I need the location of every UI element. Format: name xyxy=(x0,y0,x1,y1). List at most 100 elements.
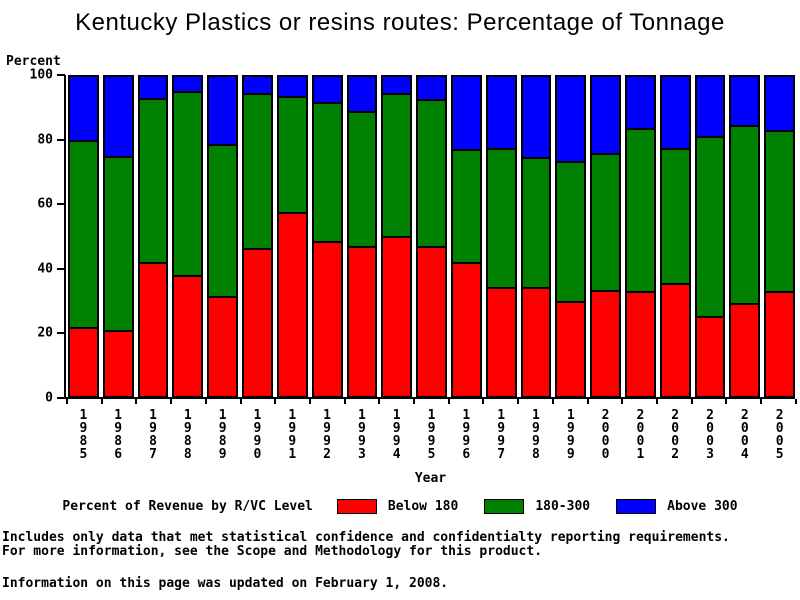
bar-1986-segment-below-180 xyxy=(102,330,134,398)
bar-1986 xyxy=(102,75,134,398)
bar-1985-segment-above-300 xyxy=(68,75,99,140)
bar-1995 xyxy=(416,75,447,398)
legend-title: Percent of Revenue by R/VC Level xyxy=(62,499,313,514)
bar-1996 xyxy=(450,75,482,398)
x-tick-mark xyxy=(655,399,658,404)
bar-2002 xyxy=(659,75,691,398)
legend-label-below-180: Below 180 xyxy=(387,499,459,514)
bar-2001-segment-below-180 xyxy=(625,291,656,398)
x-tick-mark xyxy=(794,399,797,404)
bar-1992-segment-below-180 xyxy=(311,241,343,398)
bar-2004 xyxy=(729,75,761,398)
bar-1992 xyxy=(311,75,343,398)
y-tick-label-20: 20 xyxy=(37,325,53,341)
chart-title: Kentucky Plastics or resins routes: Perc… xyxy=(75,9,725,36)
legend-swatch-above-300 xyxy=(616,499,657,514)
x-tick-mark xyxy=(343,399,346,404)
bar-1989-segment-above-300 xyxy=(207,75,239,145)
y-tick-mark-100 xyxy=(57,74,65,76)
bar-2003 xyxy=(694,75,726,398)
bar-1995-segment-180-300 xyxy=(416,99,447,247)
y-tick-mark-60 xyxy=(57,203,65,206)
bar-1986-segment-180-300 xyxy=(102,155,134,331)
x-tick-label-1987: 1 9 8 7 xyxy=(149,408,157,462)
y-tick-label-80: 80 xyxy=(37,132,53,148)
x-tick-mark xyxy=(378,399,381,404)
bar-1995-segment-above-300 xyxy=(416,75,447,100)
footnote-confidentiality: Includes only data that met statistical … xyxy=(2,530,730,545)
bar-1990-segment-above-300 xyxy=(242,75,273,93)
x-tick-label-1997: 1 9 9 7 xyxy=(497,408,506,462)
plot-area xyxy=(68,75,796,398)
bar-1996-segment-above-300 xyxy=(450,75,482,150)
bar-2003-segment-180-300 xyxy=(694,136,726,316)
bar-1988-segment-below-180 xyxy=(172,275,204,398)
bar-1994-segment-below-180 xyxy=(381,236,413,398)
bar-1995-segment-below-180 xyxy=(416,246,447,398)
bar-2005 xyxy=(764,75,796,398)
x-tick-label-2003: 2 0 0 3 xyxy=(706,408,714,462)
x-tick-mark xyxy=(690,399,693,404)
footnote-updated-date: Information on this page was updated on … xyxy=(2,576,449,591)
x-axis-ticks xyxy=(66,399,797,404)
x-tick-mark xyxy=(170,399,173,404)
x-tick-mark xyxy=(66,399,68,404)
y-tick-mark-80 xyxy=(57,138,65,141)
bar-1987 xyxy=(137,75,169,398)
legend-label-above-300: Above 300 xyxy=(667,499,738,514)
legend-item-below-180: Below 180 xyxy=(336,499,459,514)
y-tick-mark-40 xyxy=(57,267,65,270)
x-tick-mark xyxy=(447,399,450,404)
bar-1990-segment-below-180 xyxy=(242,247,273,398)
bar-2004-segment-above-300 xyxy=(729,75,761,126)
bar-1998-segment-180-300 xyxy=(520,157,552,287)
bar-1999 xyxy=(555,75,587,398)
x-tick-label-1998: 1 9 9 8 xyxy=(532,408,540,462)
bar-1991-segment-180-300 xyxy=(276,95,308,213)
x-tick-label-1985: 1 9 8 5 xyxy=(79,408,88,462)
bar-1993-segment-above-300 xyxy=(346,75,378,111)
x-tick-label-1989: 1 9 8 9 xyxy=(218,408,227,462)
bar-1996-segment-180-300 xyxy=(450,149,482,263)
bar-1987-segment-180-300 xyxy=(137,97,169,263)
x-tick-mark xyxy=(204,399,207,404)
bar-1999-segment-below-180 xyxy=(555,301,587,398)
bar-1987-segment-above-300 xyxy=(137,75,169,98)
bar-1999-segment-180-300 xyxy=(555,160,587,302)
x-tick-label-2005: 2 0 0 5 xyxy=(775,408,784,462)
y-tick-mark-20 xyxy=(57,332,65,335)
bar-1996-segment-below-180 xyxy=(450,262,482,398)
x-tick-label-1991: 1 9 9 1 xyxy=(288,408,297,462)
footnote-methodology: For more information, see the Scope and … xyxy=(2,544,543,559)
bar-1989 xyxy=(207,75,239,398)
x-tick-label-2001: 2 0 0 1 xyxy=(636,408,645,462)
bar-1985 xyxy=(68,75,99,398)
bar-1993-segment-below-180 xyxy=(346,246,378,398)
x-tick-mark xyxy=(551,399,554,404)
bar-1997 xyxy=(485,75,517,398)
legend-item-180-300: 180-300 xyxy=(484,499,590,514)
bar-2002-segment-180-300 xyxy=(659,147,691,284)
bar-2004-segment-below-180 xyxy=(729,302,761,398)
bar-1998-segment-below-180 xyxy=(520,286,552,398)
y-tick-label-60: 60 xyxy=(37,196,53,212)
legend-swatch-below-180 xyxy=(336,499,377,514)
bar-1997-segment-below-180 xyxy=(485,286,517,398)
x-tick-mark xyxy=(760,399,763,404)
bar-1992-segment-180-300 xyxy=(311,102,343,242)
bar-2000-segment-below-180 xyxy=(590,289,621,398)
x-axis-line xyxy=(58,397,795,399)
x-tick-label-1995: 1 9 9 5 xyxy=(427,408,436,462)
bar-1990-segment-180-300 xyxy=(242,92,273,248)
bar-1985-segment-below-180 xyxy=(68,326,99,398)
y-axis-line xyxy=(64,75,66,399)
bar-1986-segment-above-300 xyxy=(102,75,134,156)
x-tick-mark xyxy=(239,399,242,404)
bar-1989-segment-180-300 xyxy=(207,144,239,297)
bar-1991-segment-below-180 xyxy=(276,212,308,398)
y-axis-label: Percent xyxy=(6,54,61,69)
x-tick-label-2000: 2 0 0 0 xyxy=(601,408,610,462)
bar-1991 xyxy=(276,75,308,398)
x-tick-mark xyxy=(135,399,138,404)
bar-1998 xyxy=(520,75,552,398)
